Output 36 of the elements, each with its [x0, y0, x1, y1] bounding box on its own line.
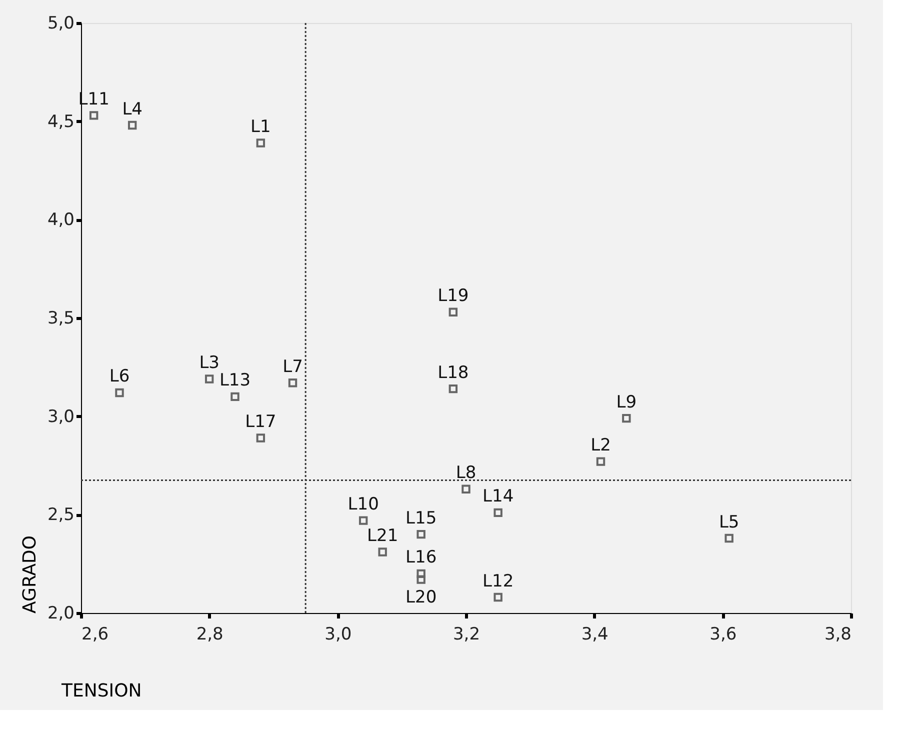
x-tick-label: 3,2 — [452, 624, 480, 644]
y-tick-label: 4,5 — [47, 112, 74, 132]
annotation: L13 — [219, 370, 251, 391]
annotation: L21 — [367, 526, 398, 546]
annotation: L18 — [438, 362, 469, 383]
annotation: L10 — [348, 494, 379, 515]
y-tick-label: 5,0 — [47, 14, 74, 34]
annotation: L17 — [245, 412, 276, 432]
x-tick-label: 2,8 — [196, 624, 224, 644]
y-tick-label: 4,0 — [47, 210, 74, 230]
annotation: L20 — [406, 588, 437, 608]
x-tick-label: 2,6 — [82, 624, 109, 644]
x-tick-label: 3,8 — [824, 624, 852, 644]
x-axis-title: TENSION — [60, 680, 142, 702]
y-axis-title: AGRADO — [19, 535, 40, 614]
annotation: L1 — [250, 116, 271, 137]
annotation: L5 — [718, 512, 740, 532]
annotation: L15 — [406, 508, 437, 528]
annotation: L3 — [199, 352, 220, 373]
y-tick-label: 3,0 — [47, 406, 74, 427]
x-tick-label: 3,0 — [324, 624, 352, 644]
annotation: L4 — [122, 99, 142, 120]
annotation: L6 — [109, 366, 130, 387]
annotation: L2 — [590, 436, 611, 456]
x-tick-label: 3,6 — [710, 624, 737, 644]
annotation: L19 — [438, 286, 469, 306]
annotation: L12 — [482, 571, 514, 592]
annotation: L9 — [616, 392, 637, 412]
y-tick-label: 2,5 — [47, 505, 74, 526]
y-tick-label: 2,0 — [47, 604, 74, 624]
annotation: L16 — [406, 548, 437, 568]
annotation: L14 — [482, 486, 514, 507]
y-tick-label: 3,5 — [47, 308, 74, 328]
annotation: L7 — [282, 356, 303, 377]
x-tick-label: 3,4 — [581, 624, 608, 644]
annotation: L8 — [456, 463, 476, 484]
